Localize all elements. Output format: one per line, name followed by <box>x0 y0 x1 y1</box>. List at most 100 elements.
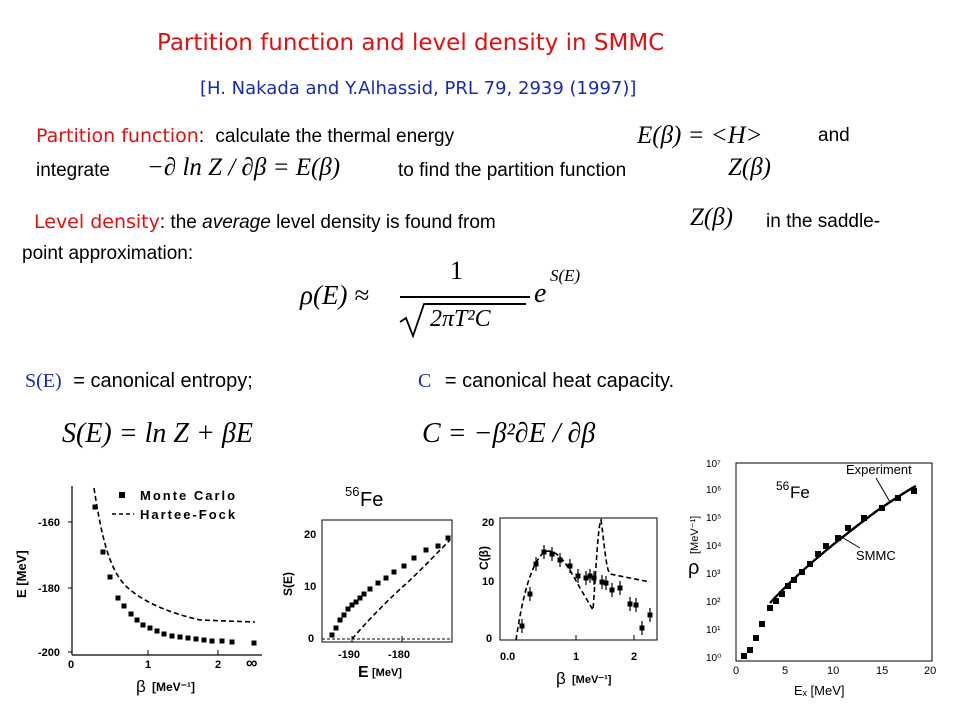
smmc-point <box>773 598 779 604</box>
smmc-point <box>895 495 901 501</box>
heat-capacity-text: = canonical heat capacity. <box>444 370 675 392</box>
mc-point <box>185 635 191 641</box>
entropy-point <box>337 617 343 623</box>
entropy-point <box>341 612 347 618</box>
smmc-point <box>807 561 813 567</box>
plot1-legend-mc: Monte Carlo <box>140 488 237 503</box>
smmc-point <box>845 525 851 531</box>
plot4-xtick-4: 15 <box>876 665 888 677</box>
entropy-point <box>345 606 351 612</box>
plot4-ylabel-symbol: ρ <box>688 557 699 579</box>
plot3-xtick-2: 1 <box>573 651 579 663</box>
entropy-point <box>353 599 359 605</box>
plot4-ytick-2: 10² <box>706 597 721 608</box>
heat-capacity-point <box>647 612 653 618</box>
sqrt-bar <box>426 303 526 305</box>
level-text-a: the <box>165 212 203 233</box>
plot4-experiment-arrow <box>875 477 891 503</box>
level-text-d: point approximation: <box>22 243 194 264</box>
plot4-ytick-0: 10⁰ <box>706 653 721 664</box>
entropy-point <box>383 575 389 581</box>
smmc-point <box>911 488 917 494</box>
partition-label: Partition function <box>36 125 199 147</box>
entropy-point <box>361 591 367 597</box>
plot2-nucleus-symbol: Fe <box>360 489 383 511</box>
entropy-definition: S(E) = canonical entropy; <box>25 370 253 393</box>
smmc-point <box>815 551 821 557</box>
plot3-ytick-1: 20 <box>482 517 494 529</box>
z-beta-symbol: Z(β) <box>728 154 772 181</box>
plot2-ylabel: S(E) <box>281 572 295 596</box>
plot1-legend-mc-marker <box>119 492 125 498</box>
partition-line-1: Partition function: calculate the therma… <box>36 125 454 148</box>
plot4-nucleus-mass: 56 <box>776 479 790 493</box>
mc-point <box>193 636 199 642</box>
mc-point <box>251 640 257 646</box>
heat-capacity-point <box>617 585 623 591</box>
formula-exp-base: e <box>534 278 547 309</box>
heat-capacity-point <box>527 591 533 597</box>
smmc-point <box>799 569 805 575</box>
plot4-ylabel-unit: [MeV⁻¹] <box>689 516 701 554</box>
mc-point <box>147 625 153 631</box>
partition-colon: : <box>198 126 205 147</box>
plot1-ytick-2: -180 <box>38 583 60 595</box>
smmc-point <box>767 605 773 611</box>
level-density-formula: ρ(E) ≈ 1 2πT²C e S(E) <box>300 256 600 340</box>
plot4-nucleus-symbol: Fe <box>790 483 810 502</box>
heat-capacity-point <box>519 623 525 629</box>
plot1-xtick-4: ∞ <box>246 655 257 672</box>
formula-denominator: 2πT²C <box>430 306 491 332</box>
plot4-ytick-1: 10¹ <box>706 625 721 636</box>
plot4-ytick-4: 10⁴ <box>706 541 721 552</box>
reference-citation: [H. Nakada and Y.Alhassid, PRL 79, 2939 … <box>200 78 637 99</box>
formula-numerator: 1 <box>450 256 463 285</box>
smmc-point <box>791 577 797 583</box>
smmc-point <box>823 543 829 549</box>
heat-capacity-point <box>609 587 615 593</box>
entropy-point <box>423 547 429 553</box>
plot2-dashed-curve <box>351 539 451 640</box>
plot3-points <box>519 545 653 635</box>
entropy-point <box>411 555 417 561</box>
plot1-frame <box>68 486 262 656</box>
fraction-bar <box>400 296 530 298</box>
plot4-xtick-3: 10 <box>827 665 839 677</box>
smmc-point <box>861 515 867 521</box>
entropy-equation: S(E) = ln Z + βE <box>62 418 253 449</box>
smmc-point <box>879 505 885 511</box>
plot4-xtick-2: 5 <box>782 665 788 677</box>
page-title: Partition function and level density in … <box>157 30 665 56</box>
heat-capacity-point <box>575 573 581 579</box>
mc-point <box>201 637 207 643</box>
plot-entropy-vs-energy: 56 Fe 20 10 0 -190 -180 S(E) E [MeV] <box>281 484 453 681</box>
plot2-ytick-2: 10 <box>304 581 316 593</box>
mc-point <box>229 639 235 645</box>
plot1-xlabel-symbol: β <box>136 677 146 696</box>
plot3-ytick-2: 10 <box>482 576 494 588</box>
partition-text-1: calculate the thermal energy <box>215 126 455 147</box>
entropy-point <box>391 569 397 575</box>
level-density-line-1: Level density: the average level density… <box>34 211 496 234</box>
plot2-xlabel-symbol: E <box>358 664 369 681</box>
level-density-label: Level density <box>34 211 160 233</box>
heat-capacity-equation: C = −β²∂E / ∂β <box>422 418 596 449</box>
entropy-point <box>329 632 335 638</box>
plot4-xtick-5: 20 <box>924 665 936 677</box>
plot3-frame <box>499 517 658 641</box>
plot2-ytick-1: 20 <box>304 529 316 541</box>
partition-text-2: to find the partition function <box>398 160 627 181</box>
smmc-point <box>785 583 791 589</box>
plot4-label-experiment: Experiment <box>846 462 912 477</box>
plot2-points <box>329 535 451 638</box>
level-text-c: in the saddle- <box>766 211 881 232</box>
entropy-point <box>445 535 451 541</box>
plot1-ytick-1: -160 <box>38 517 60 529</box>
plot3-dashed-curve <box>515 517 651 641</box>
sqrt-sign <box>399 303 428 338</box>
entropy-text: = canonical entropy; <box>73 370 253 392</box>
plot3-xlabel-unit: [MeV⁻¹] <box>572 674 612 686</box>
plot2-xtick-2: -180 <box>388 649 410 661</box>
mc-point <box>107 574 113 580</box>
plot4-label-smmc: SMMC <box>856 548 896 563</box>
